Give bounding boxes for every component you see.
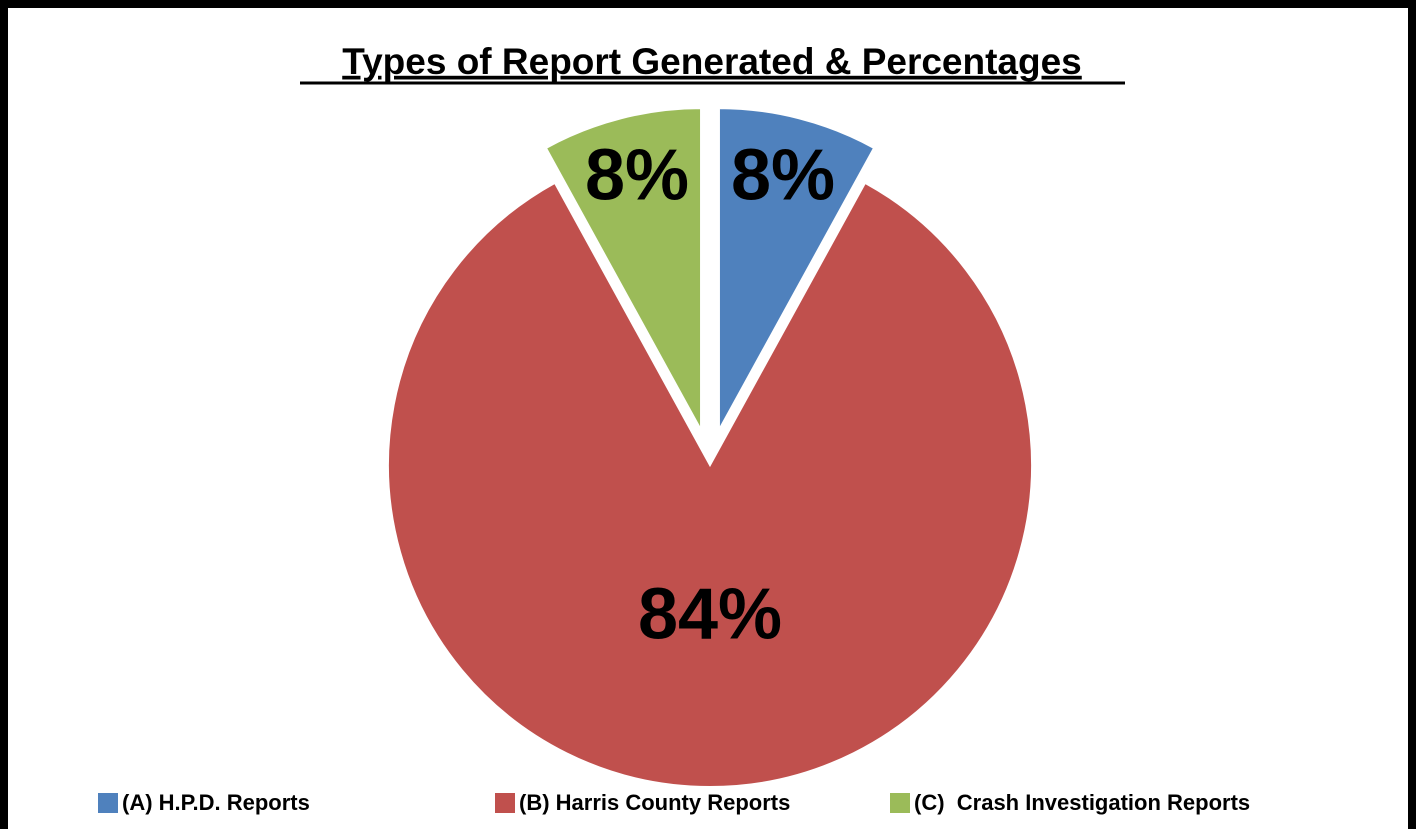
chart-title: Types of Report Generated & Percentages xyxy=(342,41,1082,82)
data-label: 84% xyxy=(638,575,782,655)
legend-swatch xyxy=(890,793,910,813)
data-label: 8% xyxy=(731,136,835,216)
legend-swatch xyxy=(98,793,118,813)
pie-slice xyxy=(717,107,876,431)
pie-slice xyxy=(544,107,703,431)
legend-label: (A) H.P.D. Reports xyxy=(122,790,310,815)
legend-label: (B) Harris County Reports xyxy=(519,790,790,815)
legend-swatch xyxy=(495,793,515,813)
pie-slice xyxy=(387,181,1033,788)
data-label: 8% xyxy=(585,136,689,216)
legend-label: (C) Crash Investigation Reports xyxy=(914,790,1250,815)
